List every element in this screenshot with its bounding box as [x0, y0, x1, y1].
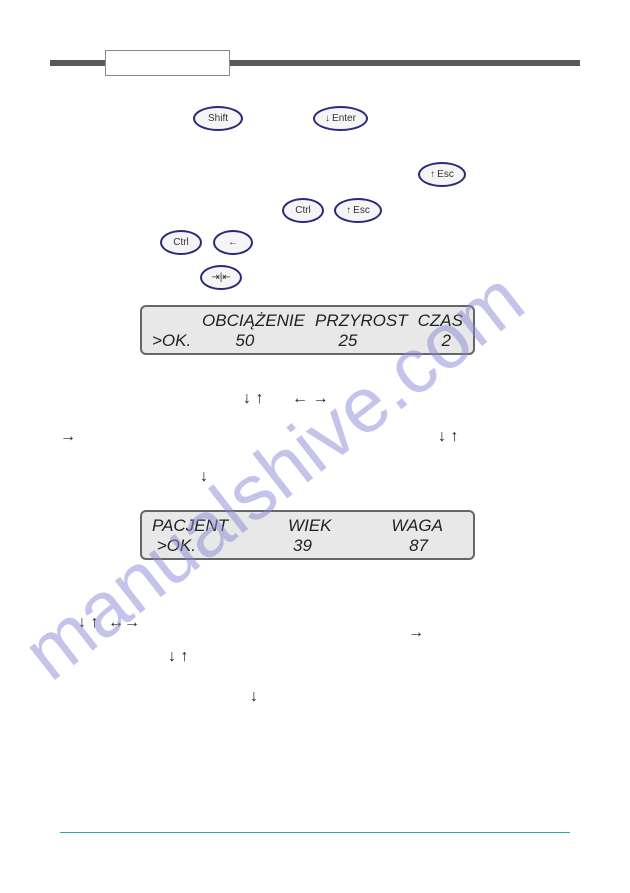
tab-key-label: ⇥|⇤	[211, 272, 230, 283]
footer-divider	[60, 832, 570, 833]
arrow-group-7: ↔→	[108, 614, 140, 632]
arrow-group-6: ↓ ↑	[78, 614, 98, 632]
enter-key-arrow: ↓	[325, 113, 330, 124]
esc-up-mid-label: Esc	[353, 205, 370, 216]
esc-up-key-mid: ↑ Esc	[334, 198, 382, 223]
header-bar-left	[50, 60, 105, 66]
d1-h-c4: CZAS	[418, 311, 463, 331]
arrow-group-2: ← →	[292, 390, 328, 408]
esc-up-right-arrow: ↑	[430, 169, 435, 180]
esc-up-right-label: Esc	[437, 169, 454, 180]
arrow-group-8: →	[408, 624, 424, 642]
display2-row: >OK. 39 87	[152, 536, 463, 556]
d2-r-c3: 87	[409, 536, 428, 556]
d1-r-c1: >OK.	[152, 331, 191, 351]
arrow-group-10: ↓	[250, 688, 258, 706]
enter-key: ↓ Enter	[313, 106, 368, 131]
arrow-group-1: ↓ ↑	[243, 390, 263, 408]
ctrl-key-mid: Ctrl	[282, 198, 324, 223]
arrow-left-key-glyph: ←	[228, 237, 238, 248]
display2-header: PACJENT WIEK WAGA	[152, 516, 463, 536]
d2-h-c3: WAGA	[391, 516, 443, 536]
ctrl-key-left: Ctrl	[160, 230, 202, 255]
esc-up-mid-arrow: ↑	[346, 205, 351, 216]
display1-header: OBCIĄŻENIE PRZYROST CZAS	[152, 311, 463, 331]
d2-r-c2: 39	[293, 536, 312, 556]
shift-key-label: Shift	[208, 113, 228, 124]
d1-h-c1	[152, 311, 192, 331]
esc-up-key-right: ↑ Esc	[418, 162, 466, 187]
arrow-left-key: ←	[213, 230, 253, 255]
ctrl-mid-label: Ctrl	[295, 205, 311, 216]
header-title-box	[105, 50, 230, 76]
display-box-load: OBCIĄŻENIE PRZYROST CZAS >OK. 50 25 2	[140, 305, 475, 355]
d2-r-c1: >OK.	[152, 536, 196, 556]
d1-h-c3: PRZYROST	[315, 311, 408, 331]
d1-h-c2: OBCIĄŻENIE	[202, 311, 305, 331]
shift-key: Shift	[193, 106, 243, 131]
header-bar-right	[230, 60, 580, 66]
d1-r-c4: 2	[442, 331, 451, 351]
d2-h-c1: PACJENT	[152, 516, 228, 536]
display1-row: >OK. 50 25 2	[152, 331, 463, 351]
ctrl-left-label: Ctrl	[173, 237, 189, 248]
arrow-group-3: →	[60, 428, 76, 446]
tab-key: ⇥|⇤	[200, 265, 242, 290]
d2-h-c2: WIEK	[288, 516, 331, 536]
d1-r-c2: 50	[235, 331, 254, 351]
arrow-group-9: ↓ ↑	[168, 648, 188, 666]
display-box-patient: PACJENT WIEK WAGA >OK. 39 87	[140, 510, 475, 560]
d1-r-c3: 25	[338, 331, 357, 351]
arrow-group-4: ↓ ↑	[438, 428, 458, 446]
arrow-group-5: ↓	[200, 468, 208, 486]
enter-key-label: Enter	[332, 113, 356, 124]
